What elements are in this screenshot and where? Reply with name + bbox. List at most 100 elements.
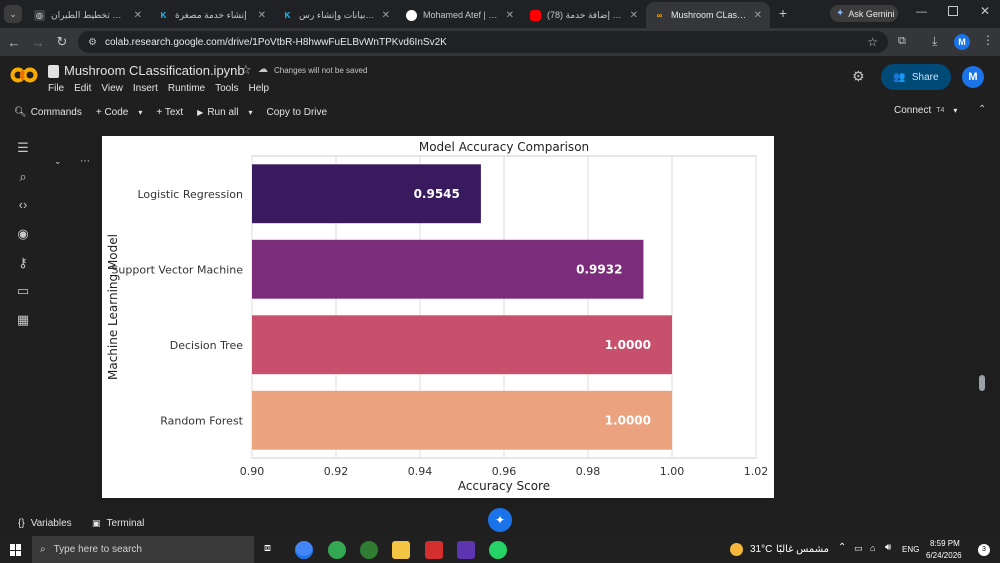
menu-item-edit[interactable]: Edit [74,83,92,94]
x-axis-label: Accuracy Score [458,479,550,493]
weather-temp[interactable]: 31°C [750,544,773,555]
design-app-icon[interactable] [457,541,475,559]
close-tab-icon[interactable]: ✕ [753,9,762,21]
reload-icon[interactable]: ↻ [56,34,68,49]
code-snippets-icon[interactable]: ‹› [18,197,28,212]
x-tick-label: 1.02 [744,465,769,478]
scrollbar-thumb[interactable] [979,375,985,391]
menu-item-runtime[interactable]: Runtime [167,83,206,94]
network-icon[interactable]: ⌂ [870,543,876,553]
minimize-window-button[interactable]: — [916,6,927,18]
chevron-down-icon[interactable]: ▾ [953,106,958,115]
forward-arrow-icon[interactable]: → [31,34,45,50]
add-code-button[interactable]: + Code ▾ [96,107,143,118]
chrome-taskbar-icon[interactable] [295,541,313,559]
menu-item-tools[interactable]: Tools [215,83,239,94]
copy-to-drive-label: Copy to Drive [266,106,328,118]
restore-window-button[interactable] [948,6,958,16]
tray-chevron-up-icon[interactable]: ⌃ [838,542,847,553]
menu-item-help[interactable]: Help [248,83,270,94]
new-tab-button[interactable]: + [778,5,788,21]
chart-output: 0.90 0.92 0.94 0.96 0.98 1.00 1.02 Logistic Reg… [102,136,774,498]
browser-tab[interactable]: ∞ Mushroom CLassificati ✕ [646,2,770,28]
add-text-button[interactable]: + Text [156,107,183,118]
browser-tab[interactable]: K إنشاء خدمة مصغرة ✕ [150,2,274,28]
close-tab-icon[interactable]: ✕ [257,9,266,21]
clock-date[interactable]: 6/24/2026 [926,551,962,560]
share-button[interactable]: 👥 Share [881,64,951,90]
output-more-icon[interactable]: ⋯ [80,156,90,167]
browser-tab[interactable]: (78) كيفية إضافة خدمة ✕ [522,2,646,28]
tab-search-button[interactable]: ⌄ [4,5,22,23]
download-icon[interactable]: ⤓ [932,34,938,48]
close-tab-icon[interactable]: ✕ [381,9,390,21]
menu-item-file[interactable]: File [48,83,65,94]
close-window-button[interactable]: ✕ [980,4,991,18]
x-tick-label: 0.92 [324,465,349,478]
find-replace-icon[interactable]: ⌕ [19,169,27,184]
close-tab-icon[interactable]: ✕ [629,9,638,21]
menu-item-insert[interactable]: Insert [132,83,158,94]
ask-gemini-button[interactable]: ✦ Ask Gemini [830,5,898,22]
back-arrow-icon[interactable]: ← [7,34,21,50]
volume-icon[interactable]: 🔊︎ [885,542,892,553]
menu-item-view[interactable]: View [101,83,123,94]
account-avatar[interactable]: M [962,66,984,88]
settings-gear-icon[interactable]: ⚙ [852,68,865,84]
whatsapp-icon[interactable] [489,541,507,559]
extensions-icon[interactable]: ⧉ [898,35,906,47]
browser-tab[interactable]: ◎ في تخطيط الطيران AI ✕ [26,2,150,28]
notebook-title[interactable]: Mushroom CLassification.ipynb [64,63,245,78]
taskbar-search-box[interactable]: ⌕ Type here to search [32,536,254,563]
bookmark-star-icon[interactable]: ☆ [867,35,878,49]
close-tab-icon[interactable]: ✕ [505,9,514,21]
url-field[interactable]: ⚙ colab.research.google.com/drive/1PoVtb… [78,31,888,53]
drive-file-icon [48,65,59,78]
chrome-profile-taskbar-icon[interactable] [328,541,346,559]
collapse-output-chevron-icon[interactable]: ⌄ [54,156,62,166]
browser-tab[interactable]: K تحليل بيانات وإنشاء رس ✕ [274,2,398,28]
browser-menu-icon[interactable]: ⋮ [982,33,994,47]
data-table-icon[interactable]: ▦ [16,312,30,327]
x-tick-label: 0.96 [492,465,517,478]
task-view-icon[interactable]: ⧈ [264,542,271,554]
variables-button[interactable]: {} Variables [18,518,72,529]
browser-tab[interactable]: Mohamed Atef | ML E ✕ [398,2,522,28]
save-status: Changes will not be saved [274,66,368,75]
copy-to-drive-button[interactable]: Copy to Drive [266,107,327,118]
run-all-button[interactable]: ▶ Run all ▾ [197,107,252,118]
wps-office-icon[interactable] [425,541,443,559]
site-info-icon[interactable]: ⚙ [88,36,97,48]
bar-logistic-regression [252,164,481,224]
clock-time[interactable]: 8:59 PM [930,539,960,548]
colab-icon: ∞ [656,10,663,20]
battery-icon[interactable]: ▭ [854,543,863,553]
chevron-down-icon[interactable]: ▾ [248,107,253,117]
table-of-contents-icon[interactable]: ☰ [17,140,29,155]
terminal-button[interactable]: ▣ Terminal [92,518,144,529]
chevron-down-icon[interactable]: ▾ [138,107,143,117]
star-icon[interactable]: ☆ [240,62,252,77]
gemini-fab-button[interactable]: ✦ [488,508,512,532]
file-explorer-icon[interactable] [392,541,410,559]
runtime-badge: T4 [936,107,945,114]
connect-button[interactable]: Connect T4 ▾ [894,105,957,116]
windows-start-icon[interactable] [10,544,22,556]
notification-badge[interactable]: 3 [978,544,990,556]
bar-decision-tree [252,315,672,375]
key-icon[interactable]: ⚷ [18,255,28,270]
secrets-eye-icon[interactable]: ◉ [17,226,29,241]
profile-avatar[interactable]: M [954,34,970,50]
commands-button[interactable]: 🔍︎ Commands [14,107,82,118]
language-indicator[interactable]: ENG [902,545,920,554]
taskbar-search-placeholder: Type here to search [53,544,142,555]
collapse-chevron-icon[interactable]: ⌃ [978,104,987,115]
close-tab-icon[interactable]: ✕ [133,9,142,21]
app-taskbar-icon[interactable] [360,541,378,559]
colab-logo-icon[interactable] [10,67,38,83]
browser-tab-title: إنشاء خدمة مصغرة [175,9,247,20]
colab-toolbar: 🔍︎ Commands + Code ▾ + Text ▶ Run all ▾ … [0,100,1000,124]
files-folder-icon[interactable]: ▭ [16,283,30,298]
y-tick-label: Decision Tree [170,339,243,352]
x-tick-label: 0.94 [408,465,433,478]
